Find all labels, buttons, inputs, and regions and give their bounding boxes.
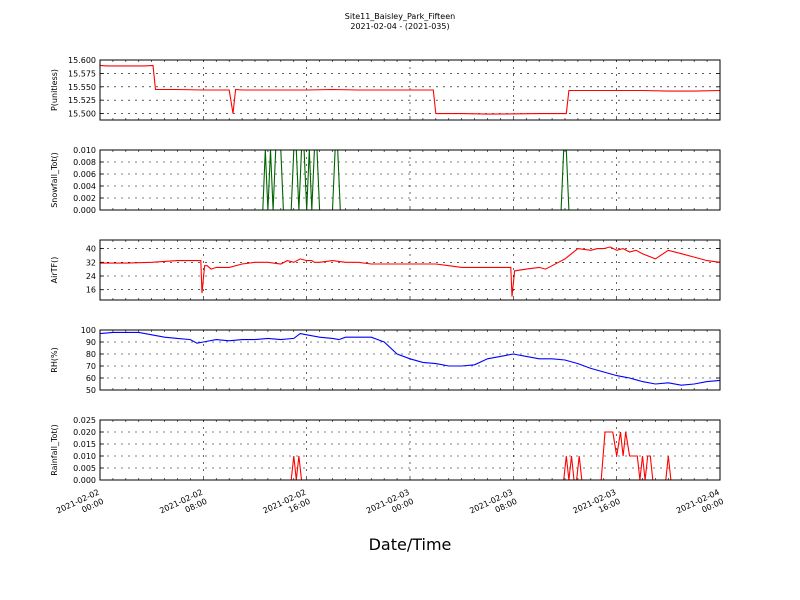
axes-frame — [99, 149, 721, 211]
x-axis-label: Date/Time — [369, 535, 452, 554]
series-line — [99, 331, 721, 386]
y-tick-label: 100 — [81, 326, 96, 335]
y-tick-label: 0.025 — [73, 416, 96, 425]
x-tick-label: 2021-02-0300:00 — [365, 488, 415, 525]
x-tick-label: 2021-02-0316:00 — [572, 488, 622, 525]
y-tick-label: 15.525 — [68, 96, 96, 105]
figure-subtitle: 2021-02-04 - (2021-035) — [350, 22, 449, 31]
series-line — [99, 64, 721, 115]
y-tick-label: 0.004 — [73, 182, 96, 191]
y-tick-label: 90 — [86, 338, 96, 347]
y-tick-label: 0.006 — [73, 170, 96, 179]
y-tick-label: 15.575 — [68, 69, 96, 78]
y-tick-label: 80 — [86, 350, 96, 359]
panel-5: 0.025 0.020 0.015 0.010 0.005 0.000 Rainfall_T… — [50, 416, 725, 525]
y-axis-label: P(unitless) — [50, 69, 59, 111]
y-axis-label: Rainfall_Tot() — [50, 424, 59, 476]
y-tick-label: 15.500 — [68, 110, 96, 119]
chart-panels: 15.600 15.575 15.550 15.525 15.500 P(unitless… — [50, 56, 725, 525]
y-tick-label: 40 — [86, 245, 96, 254]
y-tick-label: 0.002 — [73, 194, 96, 203]
x-tick-label: 2021-02-0400:00 — [675, 488, 725, 525]
y-axis-label: RH(%) — [50, 347, 59, 372]
y-tick-label: 50 — [86, 386, 96, 395]
y-tick-label: 15.550 — [68, 83, 96, 92]
y-tick-label: 0.000 — [73, 206, 96, 215]
series-line — [100, 246, 721, 297]
y-tick-label: 15.600 — [68, 56, 96, 65]
y-tick-label: 0.008 — [73, 158, 96, 167]
y-tick-label: 0.000 — [73, 476, 96, 485]
y-axis-label: AirTF() — [50, 257, 59, 284]
x-tick-label: 2021-02-0200:00 — [55, 488, 105, 525]
panel-4: 100 90 80 70 60 50 RH(%) — [50, 326, 721, 395]
figure-title: Site11_Baisley_Park_Fifteen — [345, 12, 455, 21]
y-tick-label: 16 — [86, 286, 96, 295]
y-axis-label: Snowfall_Tot() — [50, 152, 59, 208]
panel-1: 15.600 15.575 15.550 15.525 15.500 P(unitless… — [50, 56, 721, 121]
y-tick-label: 0.010 — [73, 452, 96, 461]
panel-3: 40 32 24 16 AirTF() — [50, 239, 721, 301]
axes-frame — [99, 239, 721, 301]
y-tick-label: 70 — [86, 362, 96, 371]
axes-frame — [99, 329, 721, 391]
y-tick-label: 0.020 — [73, 428, 96, 437]
panel-2: 0.010 0.008 0.006 0.004 0.002 0.000 Snowfall_T… — [50, 146, 721, 215]
y-tick-label: 0.005 — [73, 464, 96, 473]
x-tick-label: 2021-02-0208:00 — [158, 488, 208, 525]
y-tick-label: 0.010 — [73, 146, 96, 155]
y-tick-label: 60 — [86, 374, 96, 383]
y-tick-label: 24 — [86, 272, 96, 281]
x-tick-label: 2021-02-0308:00 — [468, 488, 518, 525]
y-tick-label: 0.015 — [73, 440, 96, 449]
x-tick-label: 2021-02-0216:00 — [262, 488, 312, 525]
axes-frame — [99, 419, 721, 481]
axes-frame — [99, 59, 721, 121]
y-tick-label: 32 — [86, 258, 96, 267]
